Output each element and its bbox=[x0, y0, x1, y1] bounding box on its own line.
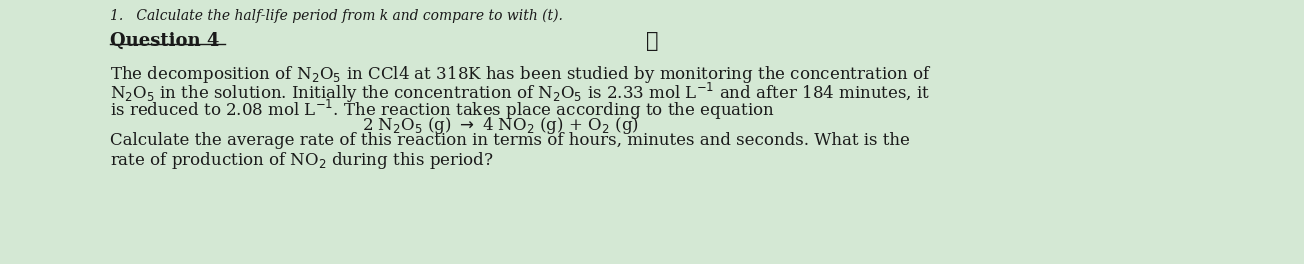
Text: Calculate the average rate of this reaction in terms of hours, minutes and secon: Calculate the average rate of this react… bbox=[110, 132, 910, 149]
Text: 1.   Calculate the half-life period from k and compare to with (t).: 1. Calculate the half-life period from k… bbox=[110, 9, 563, 23]
Text: The decomposition of N$_2$O$_5$ in CCl4 at 318K has been studied by monitoring t: The decomposition of N$_2$O$_5$ in CCl4 … bbox=[110, 64, 931, 85]
Text: Question 4: Question 4 bbox=[110, 32, 219, 50]
Text: ⎓: ⎓ bbox=[645, 32, 659, 51]
Text: 2 N$_2$O$_5$ (g) $\rightarrow$ 4 NO$_2$ (g) + O$_2$ (g): 2 N$_2$O$_5$ (g) $\rightarrow$ 4 NO$_2$ … bbox=[361, 115, 639, 136]
Text: is reduced to 2.08 mol L$^{-1}$. The reaction takes place according to the equat: is reduced to 2.08 mol L$^{-1}$. The rea… bbox=[110, 98, 775, 122]
Text: N$_2$O$_5$ in the solution. Initially the concentration of N$_2$O$_5$ is 2.33 mo: N$_2$O$_5$ in the solution. Initially th… bbox=[110, 81, 930, 105]
Text: rate of production of NO$_2$ during this period?: rate of production of NO$_2$ during this… bbox=[110, 150, 494, 171]
